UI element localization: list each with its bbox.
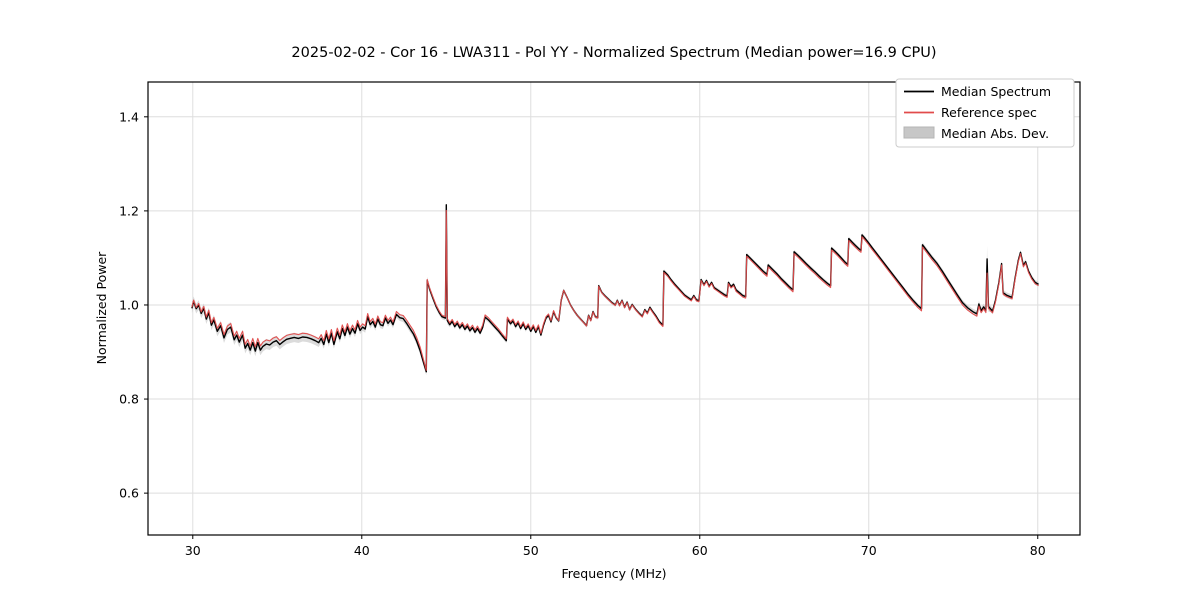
x-tick-label: 50 bbox=[523, 543, 539, 558]
legend-mad-band-swatch bbox=[903, 126, 935, 139]
x-tick-label: 60 bbox=[692, 543, 708, 558]
median-spectrum-line bbox=[191, 204, 1039, 373]
y-axis-label: Normalized Power bbox=[94, 251, 109, 365]
plot-area-border bbox=[147, 81, 1081, 536]
y-tick-label: 0.6 bbox=[119, 486, 139, 501]
x-tick-label: 40 bbox=[354, 543, 370, 558]
y-tick-label: 1.4 bbox=[119, 109, 139, 124]
reference-spectrum-line bbox=[191, 209, 1039, 371]
plot-data-layer bbox=[191, 199, 1039, 376]
legend-box bbox=[895, 78, 1075, 148]
y-tick-label: 0.8 bbox=[119, 392, 139, 407]
legend: Median Spectrum Reference spec Median Ab… bbox=[895, 78, 1075, 148]
x-tick-label: 70 bbox=[861, 543, 877, 558]
y-tick-label: 1.2 bbox=[119, 203, 139, 218]
chart-title: 2025-02-02 - Cor 16 - LWA311 - Pol YY - … bbox=[291, 45, 936, 61]
legend-reference-label: Reference spec bbox=[941, 105, 1037, 120]
mad-band bbox=[191, 199, 1039, 376]
legend-mad-label: Median Abs. Dev. bbox=[941, 126, 1049, 141]
legend-median-label: Median Spectrum bbox=[941, 84, 1051, 99]
x-axis-label: Frequency (MHz) bbox=[561, 566, 666, 581]
x-tick-label: 30 bbox=[185, 543, 201, 558]
gridlines bbox=[148, 82, 1080, 535]
x-tick-label: 80 bbox=[1030, 543, 1046, 558]
axis-ticks: 30 40 50 60 70 80 0.6 0.8 1.0 1.2 1.4 bbox=[119, 109, 1046, 558]
y-tick-label: 1.0 bbox=[119, 297, 139, 312]
